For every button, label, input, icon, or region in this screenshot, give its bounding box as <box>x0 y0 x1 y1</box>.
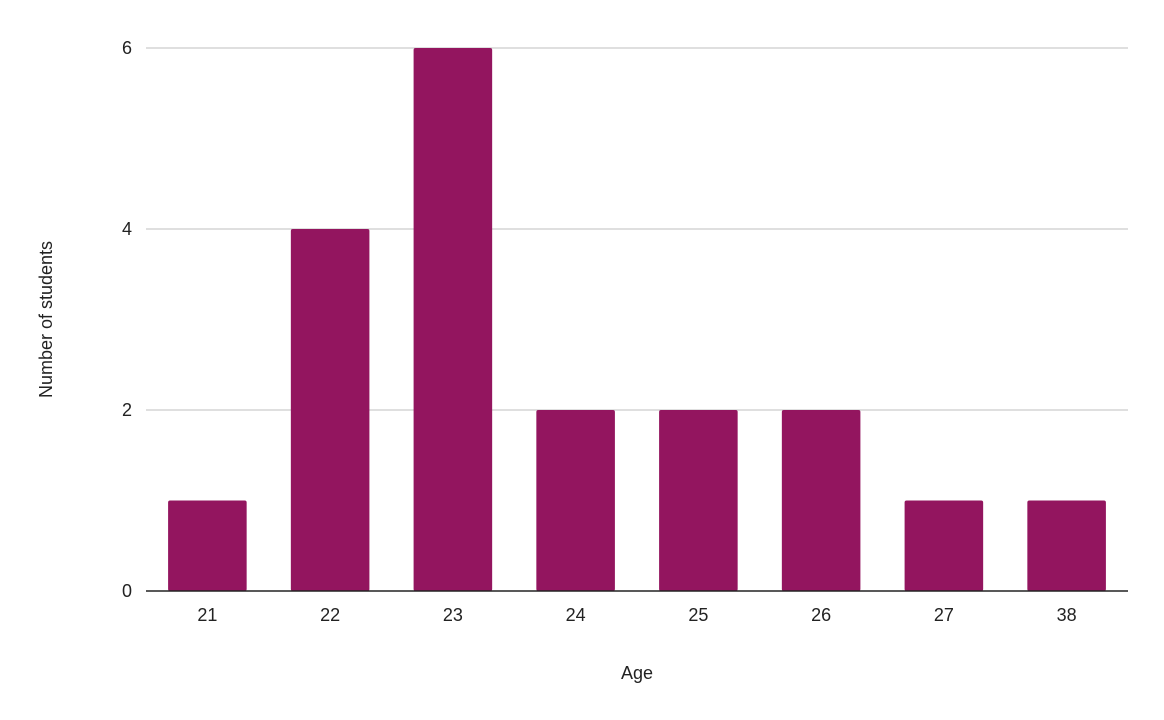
bar-21 <box>168 500 247 591</box>
y-tick-label: 0 <box>122 581 132 601</box>
x-tick-labels: 21 22 23 24 25 26 27 38 <box>197 605 1076 625</box>
y-tick-labels: 0 2 4 6 <box>122 38 132 601</box>
x-tick-label: 21 <box>197 605 217 625</box>
y-tick-label: 4 <box>122 219 132 239</box>
x-tick-label: 23 <box>443 605 463 625</box>
bars <box>168 48 1106 591</box>
x-tick-label: 26 <box>811 605 831 625</box>
bar-38 <box>1027 500 1106 591</box>
bar-22 <box>290 229 370 591</box>
bar-27 <box>904 500 984 591</box>
bar-25 <box>659 410 738 591</box>
x-tick-label: 27 <box>934 605 954 625</box>
x-tick-label: 38 <box>1057 605 1077 625</box>
x-tick-label: 22 <box>320 605 340 625</box>
x-tick-label: 25 <box>688 605 708 625</box>
x-tick-label: 24 <box>566 605 586 625</box>
x-axis-title: Age <box>621 663 653 683</box>
bar-26 <box>781 410 861 591</box>
y-tick-label: 6 <box>122 38 132 58</box>
y-axis-title: Number of students <box>36 241 56 398</box>
bar-23 <box>413 48 493 591</box>
bar-24 <box>536 410 615 591</box>
y-tick-label: 2 <box>122 400 132 420</box>
